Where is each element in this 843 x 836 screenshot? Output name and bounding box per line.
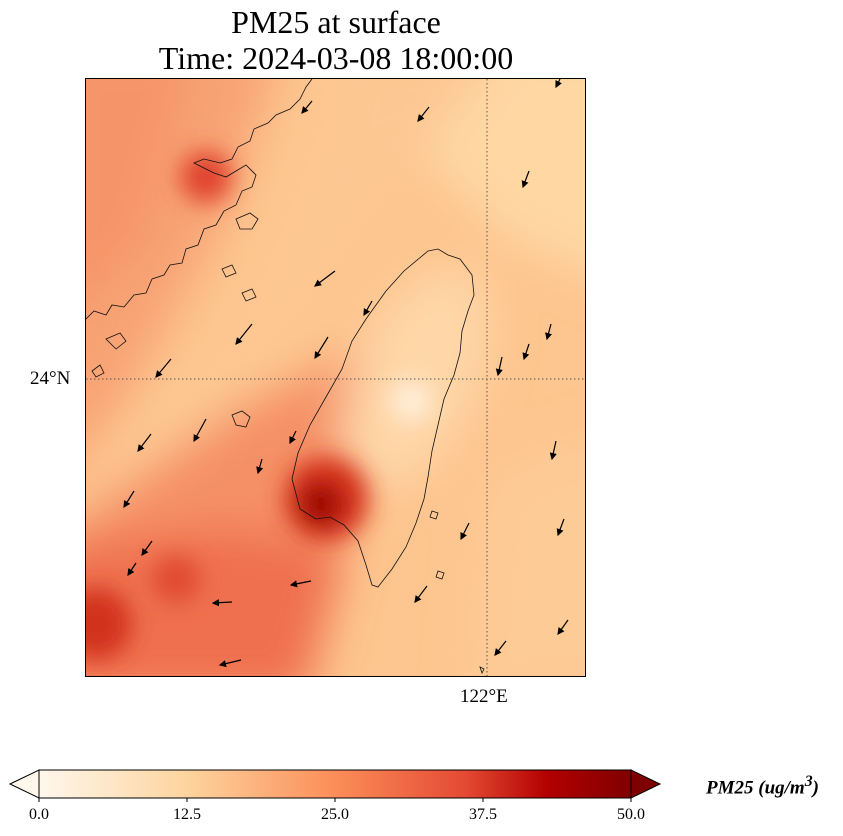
small-islands (429, 510, 485, 675)
colorbar-extend-min (8, 769, 40, 799)
colorbar-tick-0: 0.0 (29, 806, 49, 823)
fujian-coastline (86, 79, 313, 320)
colorbar-label-sup: 3 (804, 773, 813, 790)
pm25-map (86, 79, 585, 676)
wind-vectors (123, 79, 569, 668)
colorbar-label-prefix: PM25 (ug/m (706, 777, 805, 799)
map-panel[interactable] (85, 78, 586, 677)
colorbar-tick-1: 12.5 (173, 806, 201, 823)
fujian-coast-islands (91, 212, 259, 378)
taiwan-coastline (291, 248, 475, 588)
lat-tick-label: 24°N (30, 368, 71, 389)
colorbar (8, 769, 662, 802)
coastlines (86, 79, 485, 675)
colorbar-tick-4: 50.0 (617, 806, 645, 823)
colorbar-label-suffix: ) (812, 777, 819, 799)
pm25-hotspots (86, 151, 431, 660)
colorbar-gradient (38, 769, 632, 799)
lon-tick-label: 122°E (460, 686, 508, 707)
colorbar-tick-marks (38, 798, 632, 802)
penghu-islands (231, 410, 251, 428)
map-title-line-1: PM25 at surface (231, 4, 441, 40)
colorbar-extend-max (630, 769, 662, 799)
map-title-line-2: Time: 2024-03-08 18:00:00 (158, 40, 514, 76)
colorbar-label: PM25 (ug/m3) (706, 773, 819, 799)
colorbar-tick-3: 37.5 (469, 806, 497, 823)
colorbar-tick-2: 25.0 (321, 806, 349, 823)
